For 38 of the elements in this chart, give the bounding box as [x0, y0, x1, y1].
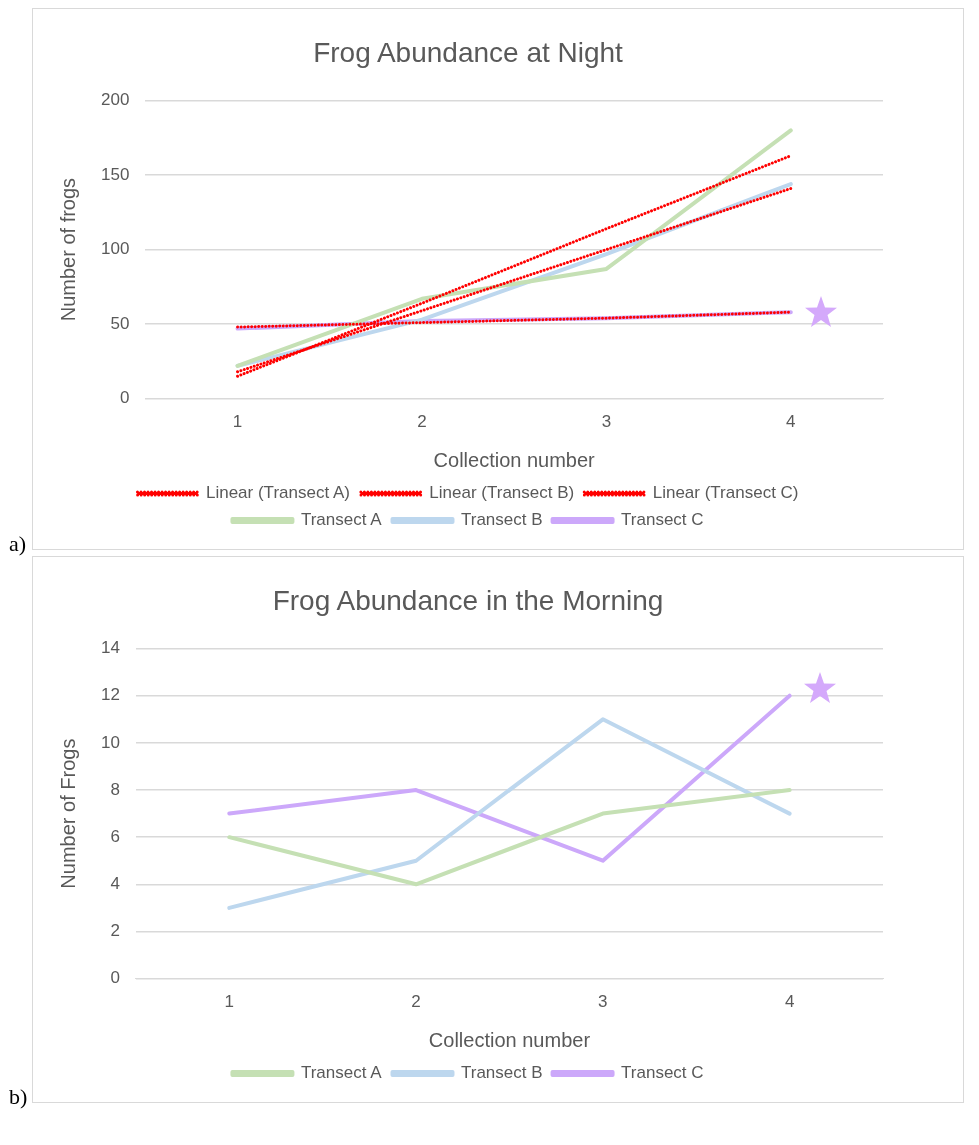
- chart-title: Frog Abundance at Night: [313, 36, 624, 68]
- x-tick-label: 3: [601, 412, 612, 432]
- legend-label: Transect A: [300, 1063, 383, 1083]
- x-tick-label: 4: [784, 992, 795, 1012]
- x-tick-label: 2: [417, 412, 427, 432]
- x-axis-title: Collection number: [433, 448, 596, 471]
- x-tick-label: 1: [232, 412, 243, 432]
- y-tick-label: 10: [100, 732, 120, 752]
- y-axis-title: Number of Frogs: [56, 738, 79, 889]
- legend-label: Linear (Transect B): [429, 483, 575, 503]
- x-axis-title: Collection number: [428, 1028, 591, 1051]
- text: b): [9, 1084, 28, 1110]
- legend-label: Transect C: [621, 1063, 704, 1083]
- legend-label: Transect B: [461, 1063, 543, 1083]
- y-tick-label: 200: [100, 90, 130, 110]
- y-tick-label: 14: [100, 638, 120, 658]
- legend-label: Linear (Transect A): [205, 483, 350, 503]
- y-tick-label: 150: [100, 164, 130, 184]
- y-tick-label: 6: [110, 826, 120, 846]
- x-tick-label: 1: [224, 992, 235, 1012]
- y-axis-title: Number of frogs: [56, 177, 79, 322]
- chart-title: Frog Abundance in the Morning: [272, 584, 664, 616]
- text: a): [9, 531, 27, 557]
- y-tick-label: 0: [110, 968, 120, 988]
- legend-label: Transect A: [300, 510, 383, 530]
- legend-label: Transect B: [461, 510, 543, 530]
- y-tick-label: 12: [100, 685, 120, 705]
- y-tick-label: 8: [110, 779, 120, 799]
- legend-label: Linear (Transect C): [652, 483, 799, 503]
- y-tick-label: 50: [110, 313, 130, 333]
- y-tick-label: 2: [110, 921, 120, 941]
- x-tick-label: 2: [411, 992, 421, 1012]
- legend-label: Transect C: [621, 510, 704, 530]
- x-tick-label: 4: [786, 412, 796, 432]
- y-tick-label: 100: [100, 239, 130, 259]
- y-tick-label: 4: [110, 874, 120, 893]
- x-tick-label: 3: [598, 992, 608, 1012]
- y-tick-label: 0: [119, 388, 130, 408]
